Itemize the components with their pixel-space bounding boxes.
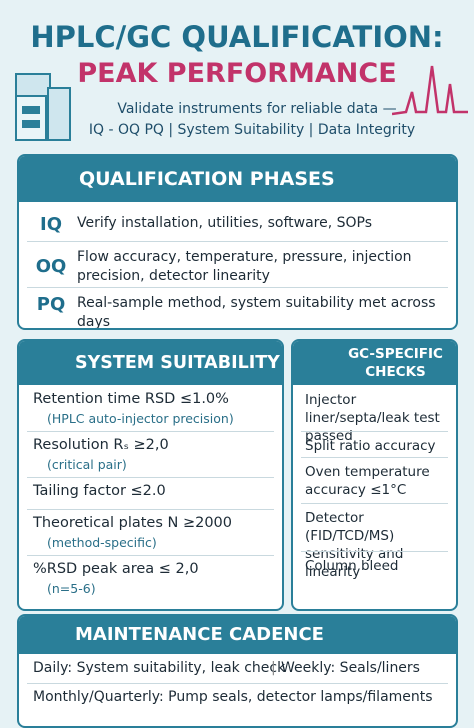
criterion-note: (critical pair) — [47, 457, 127, 472]
instrument-icon — [15, 73, 71, 141]
separator — [27, 431, 274, 432]
gc-check: Column bleed — [305, 558, 399, 574]
gc-check: Split ratio accuracy — [305, 438, 436, 454]
phase-text: Flow accuracy, temperature, pressure, in… — [77, 249, 412, 284]
subtitle: PEAK PERFORMANCE — [77, 58, 397, 89]
separator — [301, 503, 448, 504]
phase-code: OQ — [35, 256, 67, 277]
phases-title: QUALIFICATION PHASES — [19, 156, 456, 202]
separator — [301, 431, 448, 432]
criterion-note: (n=5-6) — [47, 581, 96, 596]
description: IQ - OQ PQ | System Suitability | Data I… — [88, 122, 416, 138]
maintenance-item: Weekly: Seals/liners — [281, 660, 420, 676]
separator — [27, 555, 274, 556]
suitability-panel: SYSTEM SUITABILITY Retention time RSD ≤1… — [17, 339, 284, 611]
criterion: Theoretical plates N ≥2000 — [33, 515, 233, 531]
separator — [27, 683, 448, 684]
separator — [301, 457, 448, 458]
criterion-note: (method-specific) — [47, 535, 157, 550]
separator — [27, 241, 448, 242]
phase-text: Real-sample method, system suitability m… — [77, 295, 436, 330]
criterion-note: (HPLC auto-injector precision) — [47, 411, 234, 426]
phase-text: Verify installation, utilities, software… — [77, 215, 373, 231]
phase-code: IQ — [40, 214, 62, 235]
chromatogram-icon — [392, 65, 468, 116]
gc-check: Oven temperature accuracy ≤1°C — [305, 464, 430, 498]
title: HPLC/GC QUALIFICATION: — [30, 20, 444, 54]
criterion: Tailing factor ≤2.0 — [33, 483, 166, 499]
maintenance-title: MAINTENANCE CADENCE — [19, 616, 456, 654]
maintenance-panel: MAINTENANCE CADENCE Daily: System suitab… — [17, 614, 458, 728]
gc-check: Injector liner/septa/leak test passed — [305, 392, 440, 444]
page: HPLC/GC QUALIFICATION: PEAK PERFORMANCE … — [15, 20, 468, 728]
phase-code: PQ — [36, 294, 66, 315]
gc-panel: GC-SPECIFIC CHECKS Injector liner/septa/… — [291, 339, 458, 611]
maintenance-item: Daily: System suitability, leak check — [33, 660, 286, 676]
criterion: Retention time RSD ≤1.0% — [33, 391, 229, 407]
separator — [27, 509, 274, 510]
maintenance-item: Monthly/Quarterly: Pump seals, detector … — [33, 689, 433, 705]
criterion: %RSD peak area ≤ 2,0 — [33, 561, 199, 577]
suitability-title: SYSTEM SUITABILITY — [19, 341, 282, 385]
gc-check: Detector (FID/TCD/MS) sensitivity and li… — [305, 510, 404, 580]
separator — [27, 477, 274, 478]
separator — [27, 287, 448, 288]
description: Validate instruments for reliable data — — [117, 101, 397, 117]
divider: | — [271, 660, 276, 676]
phases-panel: QUALIFICATION PHASES IQ Verify installati… — [17, 154, 458, 330]
criterion: Resolution Rₛ ≥2,0 — [33, 437, 169, 453]
separator — [301, 551, 448, 552]
gc-title: GC-SPECIFIC CHECKS — [293, 341, 456, 385]
